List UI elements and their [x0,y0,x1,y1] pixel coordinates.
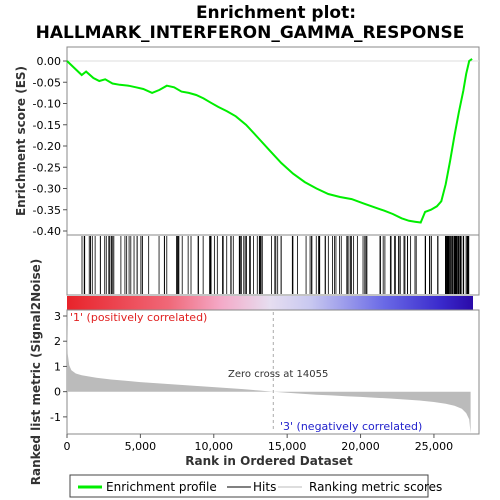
legend-metric-label: Ranking metric scores [309,480,442,494]
x-tick-label: 10,000 [195,440,234,453]
chart-title-line1: Enrichment plot: [196,3,356,23]
metric-axis: 3 2 1 0 -1 [50,310,67,424]
legend-enrichment-label: Enrichment profile [106,480,217,494]
x-axis-label: Rank in Ordered Dataset [185,454,353,468]
rank-color-bar [67,296,473,310]
x-tick-label: 25,000 [415,440,454,453]
x-tick-label: 5,000 [125,440,157,453]
metric-tick-label: 2 [54,335,61,348]
metric-tick-label: -1 [50,411,61,424]
metric-tick-label: 1 [54,360,61,373]
es-tick-label: -0.20 [33,140,61,153]
legend-hits-label: Hits [253,480,276,494]
es-tick-label: -0.10 [33,98,61,111]
es-tick-label: -0.35 [33,204,61,217]
x-tick-label: 0 [64,440,71,453]
chart-title-line2: HALLMARK_INTERFERON_GAMMA_RESPONSE [36,23,465,43]
es-axis: 0.00 -0.05 -0.10 -0.15 -0.20 -0.25 -0.30 -0.35 -… [33,55,67,238]
es-tick-label: -0.15 [33,119,61,132]
negative-correlation-label: '3' (negatively correlated) [280,420,422,433]
x-axis: 0 5,000 10,000 15,000 20,000 25,000 [64,434,454,453]
positive-correlation-label: '1' (positively correlated) [70,311,207,324]
enrichment-profile-line [66,58,473,224]
x-tick-label: 20,000 [341,440,380,453]
es-tick-label: -0.05 [33,76,61,89]
es-tick-label: 0.00 [37,55,62,68]
metric-tick-label: 0 [54,386,61,399]
hits-ticks [81,236,470,294]
metric-tick-label: 3 [54,310,61,323]
es-tick-label: -0.30 [33,183,61,196]
x-tick-label: 15,000 [268,440,307,453]
es-tick-label: -0.25 [33,161,61,174]
es-panel [66,46,480,236]
legend-box [69,474,429,498]
es-ylabel: Enrichment score (ES) [14,66,28,216]
zero-cross-label: Zero cross at 14055 [228,369,328,380]
es-tick-label: -0.40 [33,225,61,238]
metric-ylabel: Ranked list metric (Signal2Noise) [29,259,43,486]
